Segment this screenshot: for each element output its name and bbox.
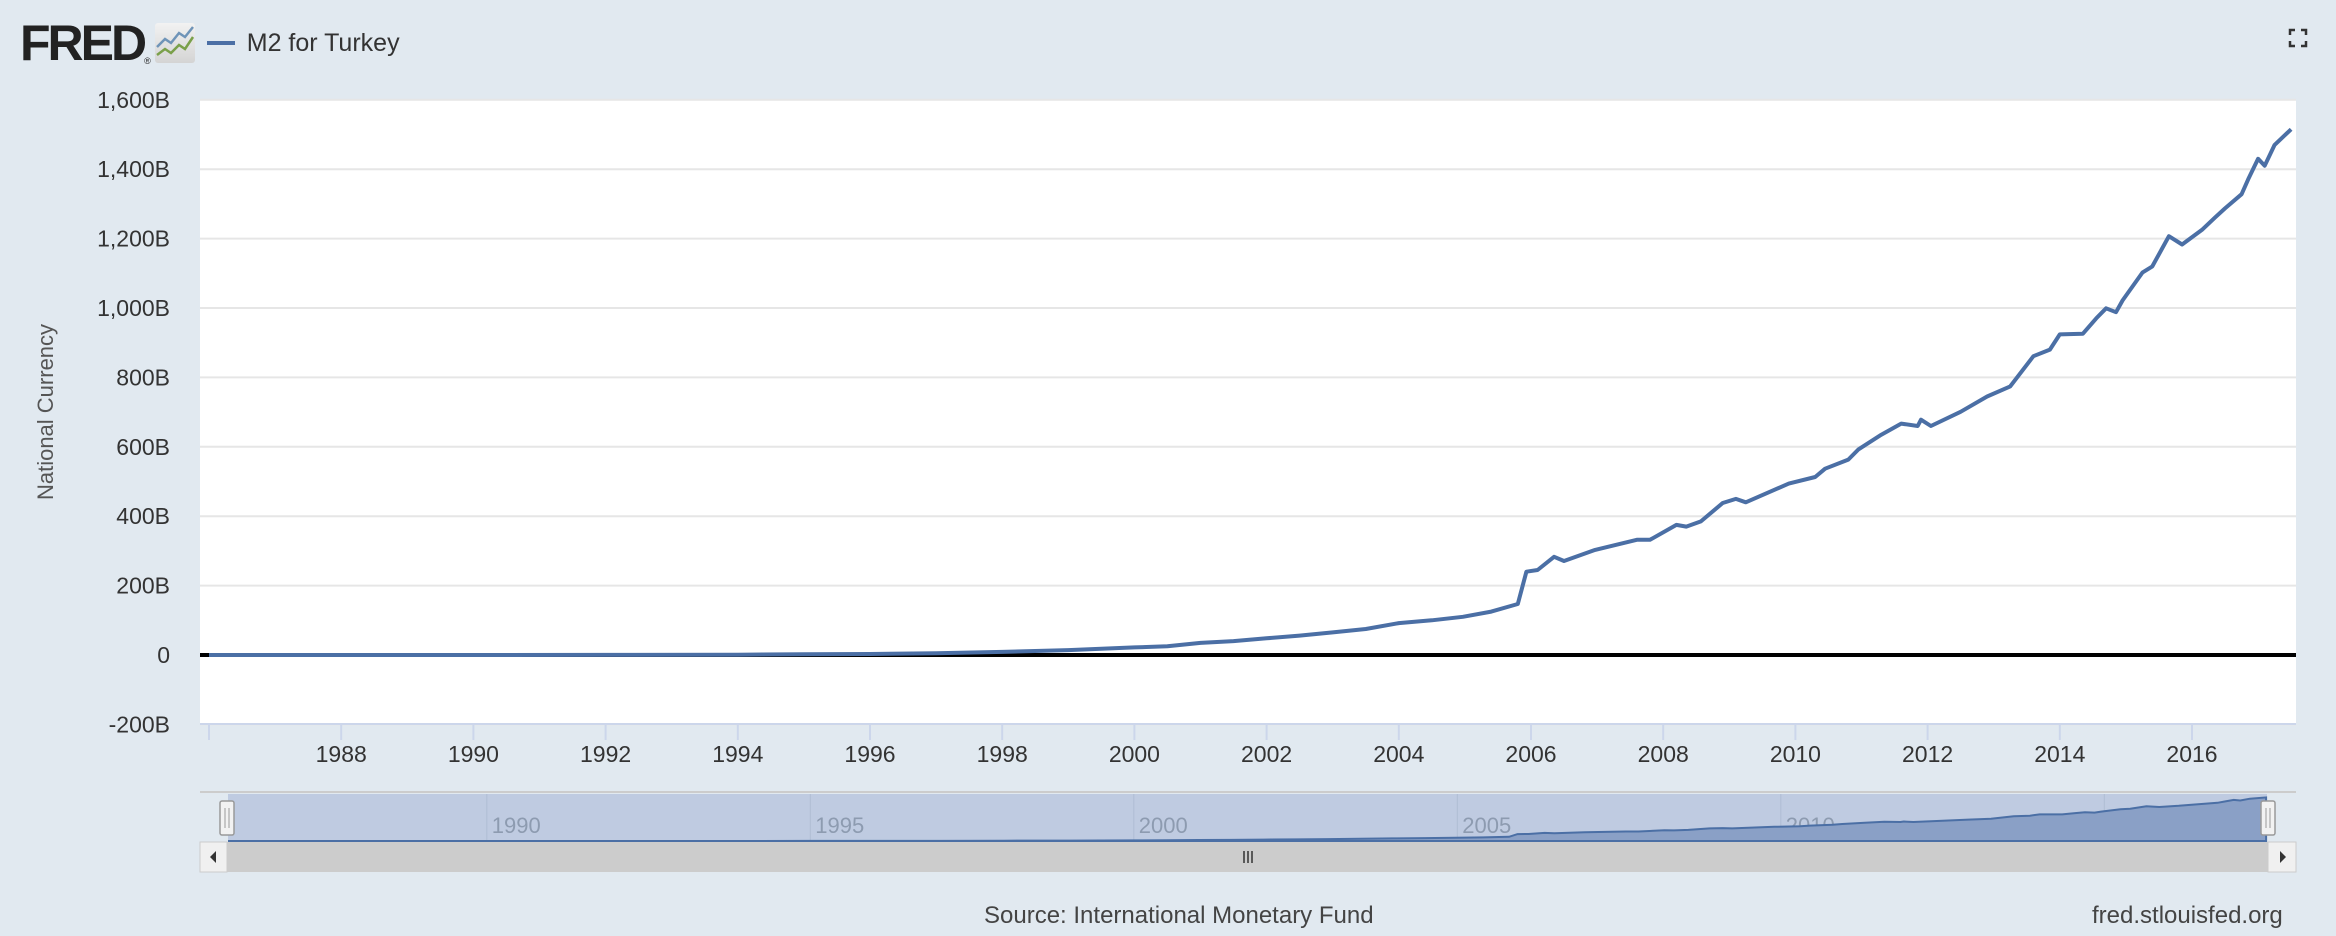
arrow-left-icon — [210, 851, 216, 863]
fullscreen-icon[interactable] — [2288, 28, 2308, 48]
y-tick-label: 1,600B — [97, 87, 170, 113]
x-tick-label: 2000 — [1109, 741, 1160, 767]
registered-mark: ® — [144, 56, 151, 66]
y-tick-label: 400B — [116, 503, 170, 529]
legend-item[interactable]: M2 for Turkey — [206, 28, 400, 58]
x-tick-label: 2006 — [1505, 741, 1556, 767]
y-tick-label: -200B — [109, 711, 170, 737]
x-tick-label: 1988 — [316, 741, 367, 767]
y-axis-title: National Currency — [33, 324, 58, 500]
y-tick-label: 1,400B — [97, 156, 170, 182]
scrollbar-grip-icon — [1243, 851, 1253, 863]
x-tick-label: 2002 — [1241, 741, 1292, 767]
y-tick-label: 1,200B — [97, 226, 170, 252]
x-tick-label: 1992 — [580, 741, 631, 767]
y-tick-label: 1,000B — [97, 295, 170, 321]
navigator-tick-label: 1990 — [492, 813, 541, 838]
series-line-m2-turkey[interactable] — [209, 127, 2293, 657]
navigator-tick-label: 2005 — [1462, 813, 1511, 838]
x-tick-label: 2004 — [1373, 741, 1424, 767]
navigator-right-handle[interactable] — [2260, 800, 2276, 836]
y-tick-label: 0 — [157, 642, 170, 668]
arrow-right-icon — [2280, 851, 2286, 863]
site-link[interactable]: fred.stlouisfed.org — [2092, 902, 2283, 929]
fred-logo[interactable]: FRED — [20, 15, 147, 71]
plot-background — [200, 100, 2296, 724]
chart-header: FRED ® M2 for Turkey — [20, 18, 400, 68]
x-tick-label: 1990 — [448, 741, 499, 767]
x-tick-label: 1994 — [712, 741, 763, 767]
scroll-left-button[interactable] — [199, 841, 228, 873]
x-tick-label: 2010 — [1770, 741, 1821, 767]
legend-label: M2 for Turkey — [246, 28, 400, 57]
source-credit[interactable]: Source: International Monetary Fund — [984, 902, 1374, 929]
y-tick-label: 200B — [116, 573, 170, 599]
x-tick-label: 2014 — [2034, 741, 2085, 767]
x-tick-label: 2012 — [1902, 741, 1953, 767]
navigator-left-handle[interactable] — [219, 800, 235, 836]
navigator-series-area — [228, 796, 2268, 842]
navigator-tick-label: 1995 — [815, 813, 864, 838]
y-tick-label: 600B — [116, 434, 170, 460]
legend-swatch — [206, 41, 235, 45]
x-tick-label: 2016 — [2166, 741, 2217, 767]
chart-logo-icon — [154, 23, 195, 63]
y-tick-label: 800B — [116, 364, 170, 390]
x-tick-label: 1996 — [844, 741, 895, 767]
x-tick-label: 1998 — [977, 741, 1028, 767]
x-tick-label: 2008 — [1638, 741, 1689, 767]
navigator-tick-label: 2000 — [1139, 813, 1188, 838]
